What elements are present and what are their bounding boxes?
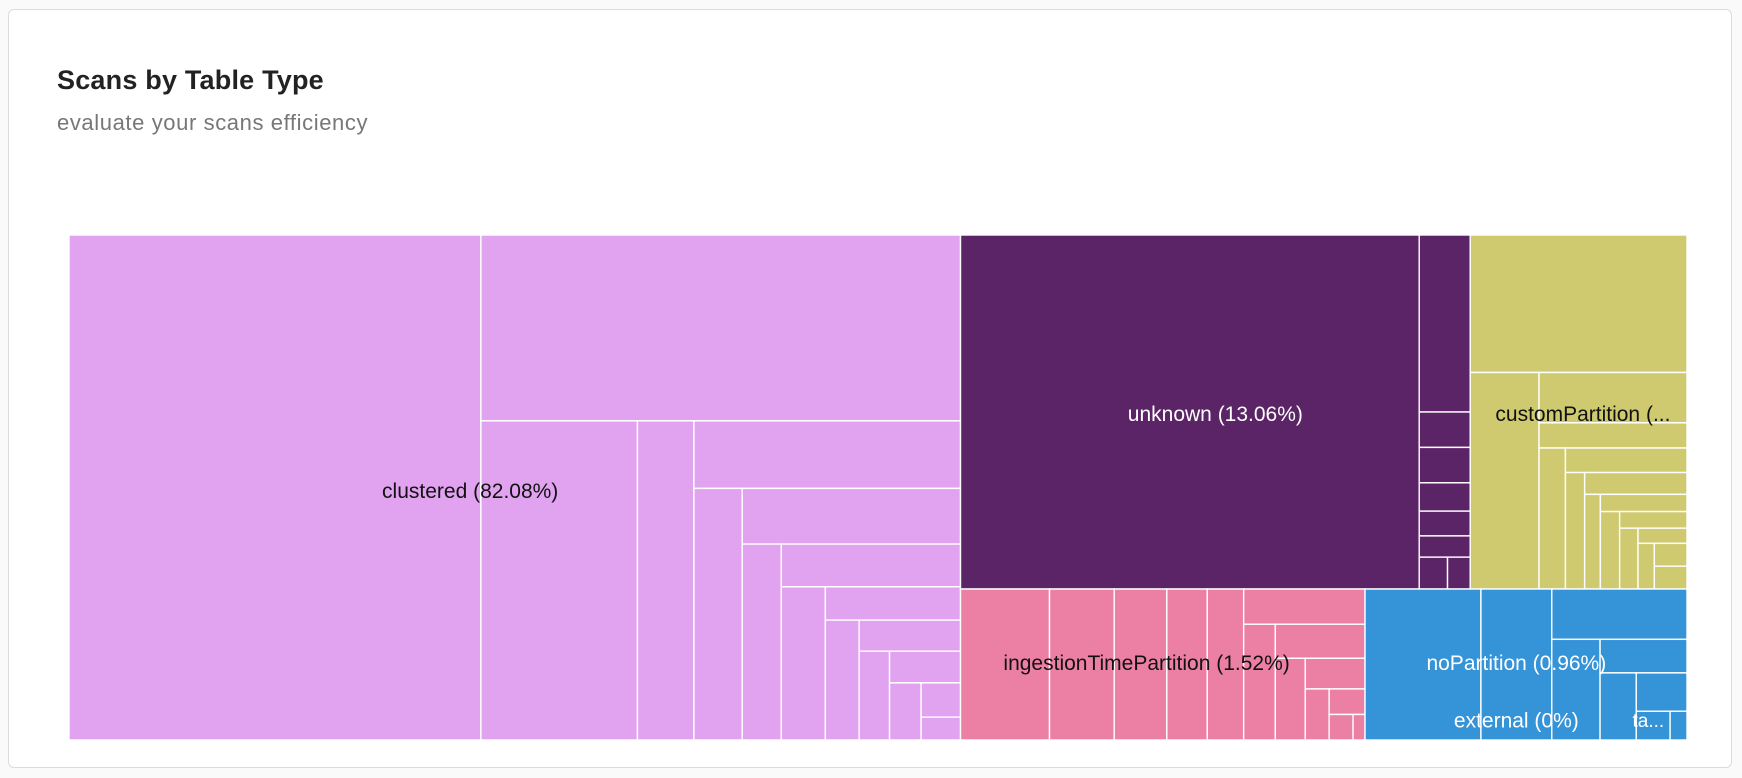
treemap-cell-unknown[interactable] xyxy=(1446,556,1471,590)
treemap-cell-ingestionTimePartition[interactable] xyxy=(1304,657,1366,690)
chart-subtitle: evaluate your scans efficiency xyxy=(57,110,369,135)
treemap-cell-clustered[interactable] xyxy=(693,420,962,490)
treemap-cell-noPartition[interactable] xyxy=(1551,588,1687,641)
treemap-label-clustered: clustered (82.08%) xyxy=(382,480,558,503)
treemap-group-unknown[interactable] xyxy=(959,235,1471,590)
treemap-cell-clustered[interactable] xyxy=(858,619,962,652)
treemap-cell-clustered[interactable] xyxy=(741,487,962,545)
treemap-cell-customPartition[interactable] xyxy=(1637,542,1656,590)
treemap-svg: clustered (82.08%) unknown (13.06%) custom… xyxy=(69,235,1687,740)
chart-card: Scans by Table Type evaluate your scans … xyxy=(8,9,1732,768)
treemap-cell-customPartition[interactable] xyxy=(1469,371,1540,590)
treemap-cell-noPartition[interactable] xyxy=(1635,710,1671,740)
treemap-cell-ingestionTimePartition[interactable] xyxy=(1352,713,1366,740)
treemap-cell-customPartition[interactable] xyxy=(1637,527,1687,545)
treemap-cell-customPartition[interactable] xyxy=(1564,447,1687,474)
treemap-label-customPartition: customPartition (... xyxy=(1495,403,1670,426)
treemap-cell-unknown[interactable] xyxy=(1418,482,1471,512)
treemap-label-external: external (0%) xyxy=(1454,709,1579,732)
treemap-cell-unknown[interactable] xyxy=(1418,446,1471,484)
treemap-cell-unknown[interactable] xyxy=(1418,235,1471,413)
treemap-cell-clustered[interactable] xyxy=(824,586,962,621)
treemap-cell-customPartition[interactable] xyxy=(1653,565,1687,590)
treemap-cell-unknown[interactable] xyxy=(1418,535,1471,558)
treemap-cell-customPartition[interactable] xyxy=(1599,493,1687,513)
treemap-cell-ingestionTimePartition[interactable] xyxy=(1113,588,1168,740)
treemap-cell-noPartition[interactable] xyxy=(1364,588,1482,740)
treemap-cell-clustered[interactable] xyxy=(69,235,482,740)
treemap-cell-customPartition[interactable] xyxy=(1564,471,1586,590)
treemap-cell-clustered[interactable] xyxy=(480,420,639,740)
treemap-cell-customPartition[interactable] xyxy=(1583,471,1687,496)
treemap-cell-clustered[interactable] xyxy=(780,586,827,740)
treemap-cell-clustered[interactable] xyxy=(888,682,922,740)
treemap-cell-unknown[interactable] xyxy=(1418,510,1471,537)
treemap-label-ingestionTimePartition: ingestionTimePartition (1.52%) xyxy=(1003,652,1289,675)
treemap-cell-unknown[interactable] xyxy=(959,235,1420,590)
treemap-cell-clustered[interactable] xyxy=(858,650,891,740)
treemap-cell-unknown[interactable] xyxy=(1418,411,1471,449)
treemap-cell-clustered[interactable] xyxy=(888,650,962,684)
treemap-cell-customPartition[interactable] xyxy=(1653,542,1687,567)
treemap-label-ta: ta... xyxy=(1633,711,1665,732)
treemap-cell-customPartition[interactable] xyxy=(1538,371,1687,424)
treemap-cell-customPartition[interactable] xyxy=(1599,510,1621,590)
chart-title: Scans by Table Type xyxy=(57,65,324,95)
treemap-cell-clustered[interactable] xyxy=(693,487,743,740)
treemap-cell-noPartition[interactable] xyxy=(1669,710,1687,740)
treemap-cell-ingestionTimePartition[interactable] xyxy=(959,588,1051,740)
treemap-cell-clustered[interactable] xyxy=(741,543,782,740)
treemap-cell-customPartition[interactable] xyxy=(1469,235,1687,374)
treemap-cell-ingestionTimePartition[interactable] xyxy=(1242,588,1366,625)
treemap-cell-customPartition[interactable] xyxy=(1538,422,1687,449)
treemap-cell-clustered[interactable] xyxy=(480,235,962,422)
treemap-cell-clustered[interactable] xyxy=(780,543,962,588)
treemap-cell-noPartition[interactable] xyxy=(1599,672,1637,740)
treemap-cell-clustered[interactable] xyxy=(824,619,860,740)
treemap-cell-ingestionTimePartition[interactable] xyxy=(1304,688,1330,740)
treemap-cell-noPartition[interactable] xyxy=(1635,672,1687,712)
treemap-label-noPartition: noPartition (0.96%) xyxy=(1426,652,1606,675)
treemap-chart[interactable]: clustered (82.08%) unknown (13.06%) custom… xyxy=(69,235,1687,740)
treemap-cell-clustered[interactable] xyxy=(636,420,695,740)
treemap-group-clustered[interactable] xyxy=(69,235,962,740)
treemap-cell-clustered[interactable] xyxy=(920,716,962,740)
treemap-cell-ingestionTimePartition[interactable] xyxy=(1242,623,1277,740)
treemap-group-customPartition[interactable] xyxy=(1469,235,1687,590)
treemap-cell-customPartition[interactable] xyxy=(1618,527,1639,590)
treemap-cell-customPartition[interactable] xyxy=(1618,510,1687,529)
treemap-cell-clustered[interactable] xyxy=(920,682,962,718)
treemap-cell-customPartition[interactable] xyxy=(1538,447,1567,590)
treemap-cell-ingestionTimePartition[interactable] xyxy=(1274,657,1306,740)
treemap-cell-noPartition[interactable] xyxy=(1551,638,1601,740)
treemap-cell-ingestionTimePartition[interactable] xyxy=(1328,688,1366,716)
treemap-group-ingestionTimePartition[interactable] xyxy=(959,588,1366,740)
treemap-cell-customPartition[interactable] xyxy=(1583,493,1602,590)
treemap-cell-unknown[interactable] xyxy=(1418,556,1449,590)
treemap-cell-ingestionTimePartition[interactable] xyxy=(1328,713,1354,740)
treemap-cell-ingestionTimePartition[interactable] xyxy=(1206,588,1245,740)
treemap-label-unknown: unknown (13.06%) xyxy=(1128,403,1303,426)
treemap-cell-noPartition[interactable] xyxy=(1599,638,1687,674)
treemap-group-noPartition[interactable] xyxy=(1364,588,1687,740)
treemap-cell-ingestionTimePartition[interactable] xyxy=(1166,588,1208,740)
